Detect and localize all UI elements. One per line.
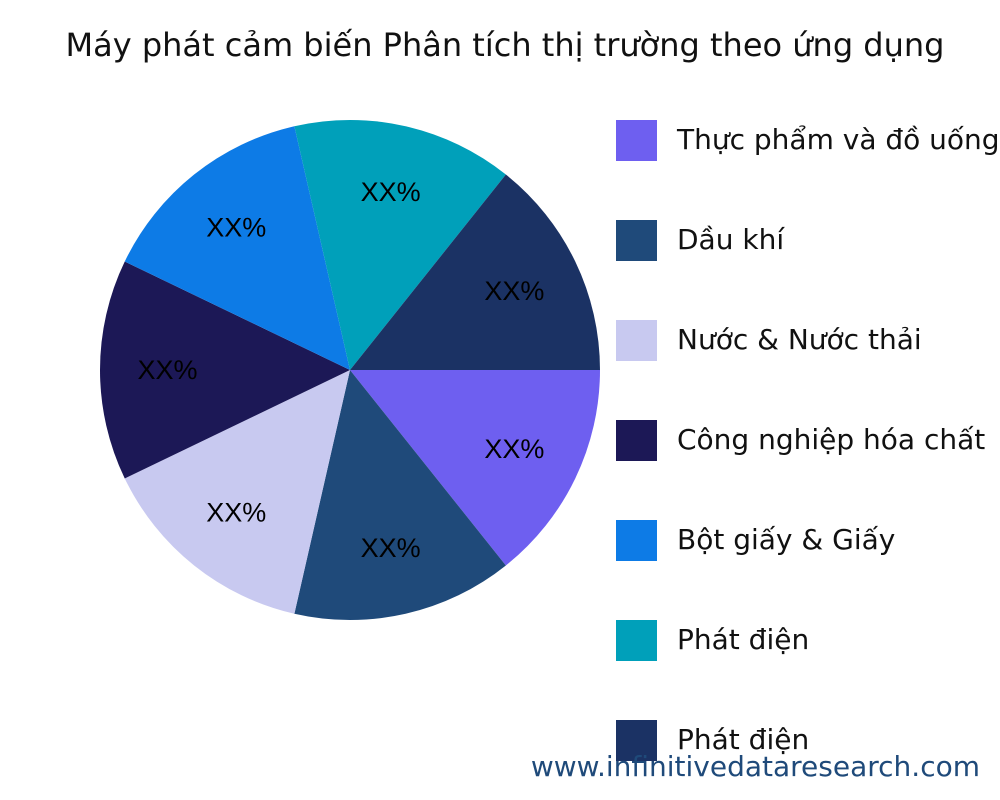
legend-label: Công nghiệp hóa chất — [677, 423, 986, 456]
legend-swatch — [616, 620, 657, 661]
legend-label: Phát điện — [677, 723, 810, 756]
legend-label: Dầu khí — [677, 223, 785, 256]
pie-slice — [294, 370, 506, 621]
legend-swatch — [616, 720, 657, 761]
slice-data-label: XX% — [361, 177, 421, 207]
slice-data-label: XX% — [484, 276, 544, 306]
legend-label: Nước & Nước thải — [677, 323, 922, 356]
watermark: www.infinitivedataresearch.com — [530, 750, 980, 783]
pie-slice — [350, 370, 600, 566]
pie-slice — [124, 126, 350, 370]
slice-data-label: XX% — [361, 533, 421, 563]
legend-swatch — [616, 520, 657, 561]
legend-swatch — [616, 320, 657, 361]
slice-data-label: XX% — [206, 498, 266, 528]
pie-slice — [99, 261, 350, 479]
legend-label: Thực phẩm và đồ uống — [677, 123, 1000, 156]
legend-swatch — [616, 220, 657, 261]
slice-data-label: XX% — [137, 355, 197, 385]
pie-slice — [350, 174, 600, 370]
legend-swatch — [616, 420, 657, 461]
pie-slice — [294, 119, 506, 370]
slice-data-label: XX% — [484, 434, 544, 464]
legend-label: Phát điện — [677, 623, 810, 656]
pie-slice — [124, 370, 350, 614]
legend-swatch — [616, 120, 657, 161]
chart-title: Máy phát cảm biến Phân tích thị trường t… — [65, 26, 945, 64]
slice-data-label: XX% — [206, 212, 266, 242]
legend-label: Bột giấy & Giấy — [677, 523, 896, 556]
